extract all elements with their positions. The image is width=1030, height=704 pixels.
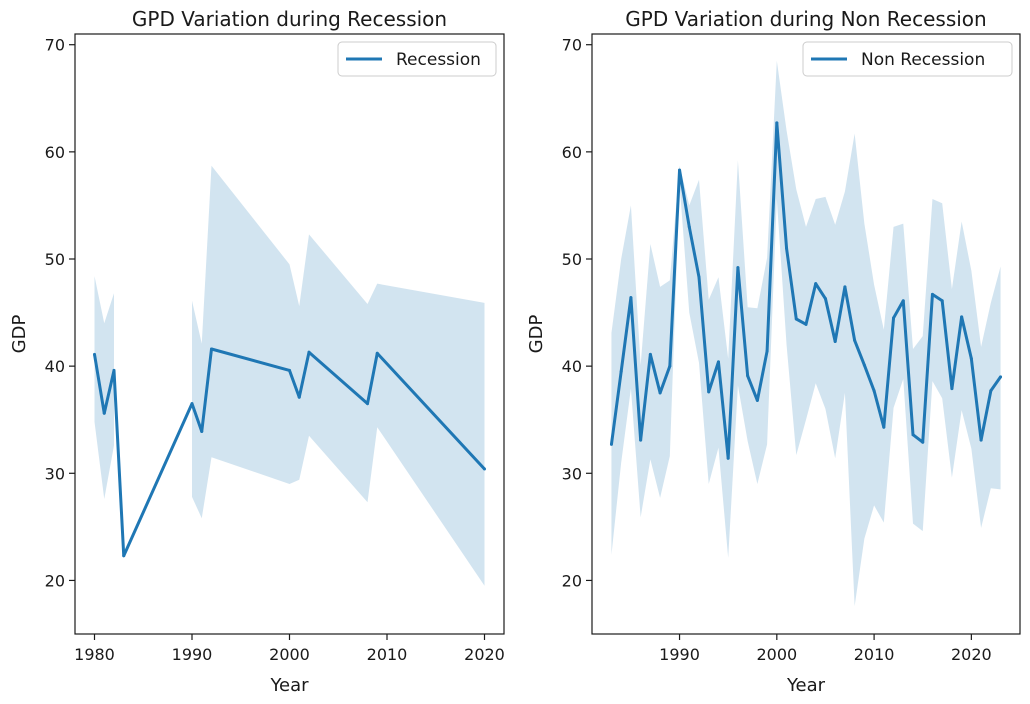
data-point xyxy=(969,357,973,361)
plot-area xyxy=(75,34,504,634)
data-point xyxy=(112,368,116,372)
data-point xyxy=(853,338,857,342)
x-tick-label: 2010 xyxy=(854,645,895,664)
data-point xyxy=(697,275,701,279)
data-point xyxy=(775,121,779,125)
y-tick-label: 30 xyxy=(562,464,582,483)
data-point xyxy=(794,317,798,321)
data-point xyxy=(989,389,993,393)
legend-box xyxy=(337,41,497,77)
y-tick-label: 20 xyxy=(45,571,65,590)
data-point xyxy=(892,316,896,320)
data-point xyxy=(785,246,789,250)
axes-frame xyxy=(591,33,1021,635)
data-point xyxy=(921,440,925,444)
data-point xyxy=(658,391,662,395)
chart-panel-2: 20 30 40 50 60 70 1990 2000 2010 2020 GPD Variatio… xyxy=(526,7,1021,696)
data-point xyxy=(823,297,827,301)
chart-title: GPD Variation during Recession xyxy=(132,7,447,31)
y-tick-label: 70 xyxy=(45,36,65,55)
data-point xyxy=(366,402,369,406)
data-point xyxy=(901,299,905,303)
data-point xyxy=(210,347,213,351)
legend-label: Recession xyxy=(396,50,481,70)
y-tick-label: 20 xyxy=(562,571,582,590)
data-point xyxy=(619,370,623,373)
data-point xyxy=(668,364,672,368)
plot-area xyxy=(592,34,1020,634)
y-tick-label: 50 xyxy=(45,250,65,269)
y-tick-label: 70 xyxy=(562,36,582,55)
data-point xyxy=(307,350,311,354)
y-tick-label: 40 xyxy=(562,357,582,376)
data-point xyxy=(999,375,1003,379)
chart-title: GPD Variation during Non Recession xyxy=(625,7,986,31)
y-axis-label: GDP xyxy=(526,315,547,354)
data-point xyxy=(122,554,126,558)
y-axis-label: GDP xyxy=(9,315,30,354)
data-point xyxy=(629,296,633,300)
data-point xyxy=(297,395,301,399)
x-tick-label: 1980 xyxy=(74,645,115,664)
data-point xyxy=(911,433,915,437)
x-tick-label: 2020 xyxy=(464,645,505,664)
data-point xyxy=(375,351,379,355)
data-point xyxy=(979,438,983,442)
data-point xyxy=(190,402,194,406)
data-point xyxy=(93,352,96,356)
x-tick-label: 2000 xyxy=(756,645,797,664)
data-point xyxy=(862,363,866,367)
confidence-band-1 xyxy=(94,276,114,499)
x-tick-label: 2020 xyxy=(951,645,992,664)
data-point xyxy=(102,411,106,415)
data-point xyxy=(746,374,750,378)
data-point xyxy=(736,266,740,270)
data-point xyxy=(288,368,291,372)
data-point xyxy=(483,467,486,471)
y-tick-label: 50 xyxy=(562,250,582,269)
data-point xyxy=(833,340,837,343)
data-point xyxy=(930,292,934,296)
data-point xyxy=(755,398,759,402)
data-point xyxy=(814,282,818,286)
data-point xyxy=(639,438,643,442)
y-tick-label: 60 xyxy=(562,143,582,162)
x-tick-label: 1990 xyxy=(659,645,700,664)
data-point xyxy=(716,360,720,364)
confidence-band-1 xyxy=(611,60,1001,607)
confidence-band-2 xyxy=(192,165,485,586)
data-point xyxy=(678,168,682,172)
legend: Non Recession xyxy=(802,41,1013,77)
legend-box xyxy=(802,41,1013,77)
legend-label: Non Recession xyxy=(861,50,985,70)
data-point xyxy=(687,225,691,229)
x-tick-label: 2000 xyxy=(269,645,310,664)
y-tick-label: 60 xyxy=(45,143,65,162)
data-point xyxy=(804,322,808,326)
data-point xyxy=(765,349,769,353)
data-point xyxy=(960,315,964,319)
data-point xyxy=(950,387,954,391)
data-point xyxy=(200,430,204,433)
data-point xyxy=(872,389,876,393)
legend: Recession xyxy=(337,41,497,77)
chart-panel-1: 20 30 40 50 60 70 1980 1990 2000 2010 2020 GPD Vari… xyxy=(9,7,505,696)
x-tick-label: 2010 xyxy=(367,645,408,664)
data-point xyxy=(726,456,730,460)
data-point xyxy=(707,390,711,394)
x-axis-label: Year xyxy=(269,675,309,696)
x-tick-label: 1990 xyxy=(172,645,213,664)
data-point xyxy=(940,299,944,303)
data-point xyxy=(843,285,847,289)
data-point xyxy=(609,442,613,446)
y-tick-label: 40 xyxy=(45,357,65,376)
data-point xyxy=(882,425,886,429)
x-axis-label: Year xyxy=(786,675,826,696)
y-tick-label: 30 xyxy=(45,464,65,483)
data-point xyxy=(648,352,652,356)
